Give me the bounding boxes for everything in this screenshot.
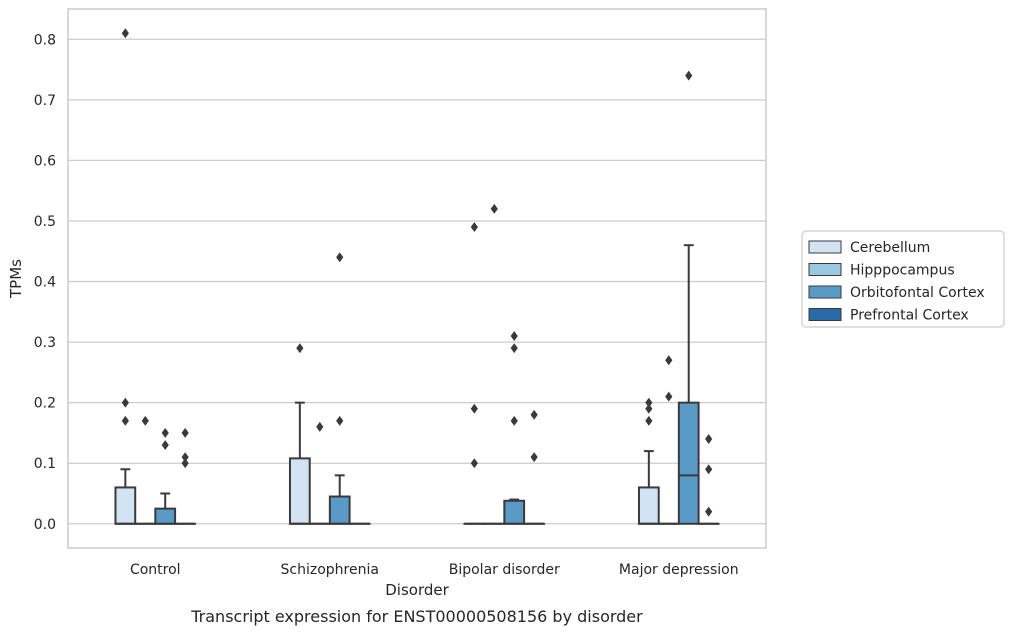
chart-caption: Transcript expression for ENST0000050815…: [190, 607, 643, 626]
legend-label: Prefrontal Cortex: [850, 308, 969, 324]
legend-label: Orbitofontal Cortex: [850, 285, 985, 301]
x-tick-label: Bipolar disorder: [449, 562, 560, 578]
box-body: [155, 509, 175, 524]
y-tick-label: 0.4: [34, 275, 56, 291]
y-tick-label: 0.3: [34, 335, 56, 351]
x-tick-label: Major depression: [619, 562, 739, 578]
legend-swatch: [809, 286, 841, 298]
y-tick-label: 0.2: [34, 396, 56, 412]
box-body: [639, 487, 659, 523]
y-tick-label: 0.5: [34, 214, 56, 230]
box-body: [504, 501, 524, 524]
legend-label: Hipppocampus: [850, 263, 955, 279]
legend-swatch: [809, 309, 841, 321]
x-tick-label: Control: [130, 562, 181, 578]
y-tick-label: 0.6: [34, 153, 56, 169]
box-body: [679, 403, 699, 524]
y-axis-title: TPMs: [7, 259, 25, 299]
box-body: [290, 458, 310, 523]
legend-label: Cerebellum: [850, 240, 930, 256]
x-axis-title: Disorder: [385, 581, 449, 599]
y-tick-label: 0.0: [34, 517, 56, 533]
y-tick-label: 0.8: [34, 32, 56, 48]
y-tick-label: 0.1: [34, 456, 56, 472]
box-body: [330, 497, 350, 524]
legend-swatch: [809, 241, 841, 253]
legend: Cerebellum Hipppocampus Orbitofontal Corte…: [802, 231, 1004, 327]
x-tick-label: Schizophrenia: [281, 562, 379, 578]
legend-swatch: [809, 264, 841, 276]
y-tick-label: 0.7: [34, 93, 56, 109]
y-axis-ticks: 0.0 0.1 0.2 0.3 0.4 0.5 0.6 0.7 0.8: [34, 32, 56, 532]
box-body: [115, 487, 135, 523]
